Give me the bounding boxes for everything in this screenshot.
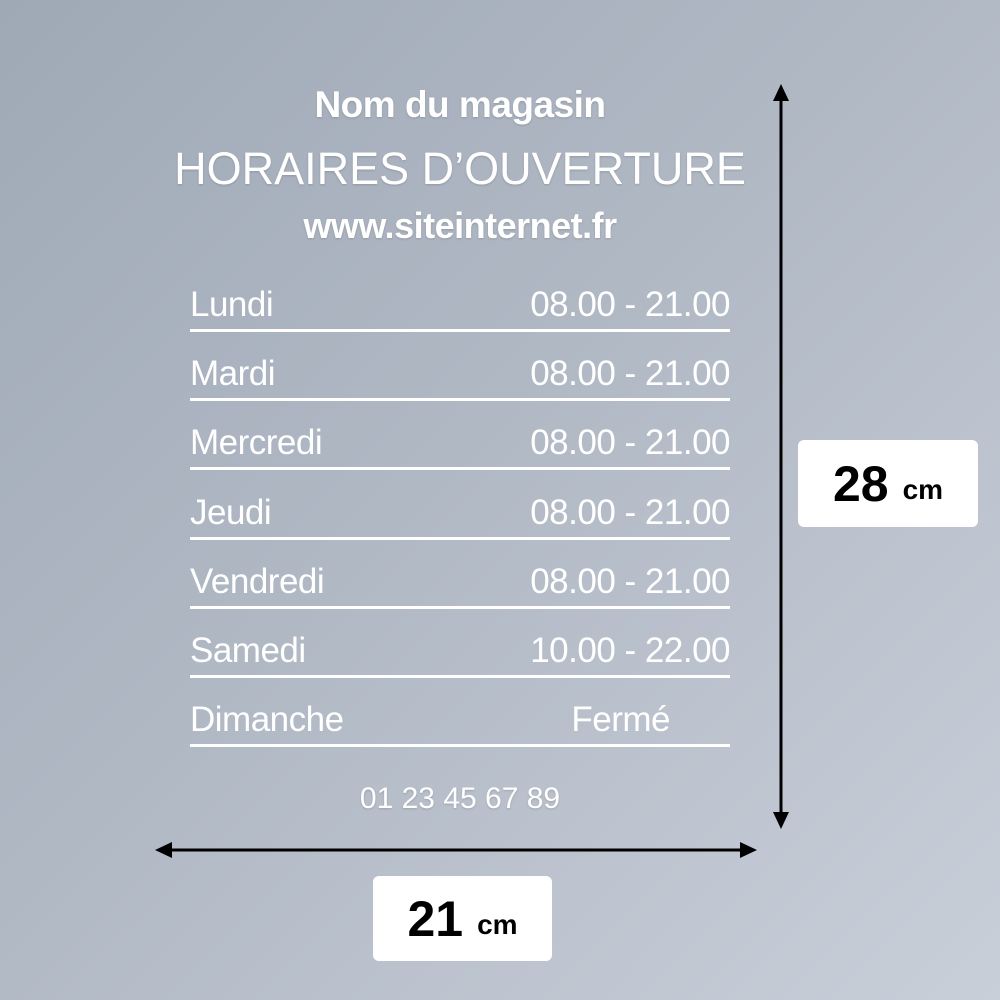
- day-label: Jeudi: [190, 493, 272, 532]
- day-label: Vendredi: [190, 562, 325, 601]
- height-arrow: [773, 84, 789, 829]
- width-arrow: [155, 842, 757, 858]
- schedule-row: Dimanche Fermé: [190, 700, 730, 747]
- height-value: 28: [832, 455, 889, 512]
- height-unit: cm: [902, 473, 944, 505]
- day-label: Dimanche: [190, 700, 344, 739]
- width-value: 21: [407, 890, 464, 947]
- day-label: Mardi: [190, 354, 276, 393]
- hours-value: 08.00 - 21.00: [530, 285, 730, 324]
- phone-number: 01 23 45 67 89: [359, 782, 561, 815]
- width-unit: cm: [477, 908, 518, 940]
- hours-value: 08.00 - 21.00: [530, 562, 730, 601]
- schedule-row: Lundi 08.00 - 21.00: [190, 285, 730, 332]
- height-label: 28 cm: [798, 440, 978, 527]
- day-label: Samedi: [190, 631, 306, 670]
- schedule-row: Vendredi 08.00 - 21.00: [190, 562, 730, 609]
- store-name: Nom du magasin: [314, 84, 606, 125]
- sign-title: HORAIRES D’OUVERTURE: [174, 143, 746, 194]
- website: www.siteinternet.fr: [303, 205, 617, 246]
- hours-value: 10.00 - 22.00: [530, 631, 730, 670]
- hours-value: 08.00 - 21.00: [530, 493, 730, 532]
- schedule-row: Mercredi 08.00 - 21.00: [190, 423, 730, 470]
- hours-value: Fermé: [571, 700, 670, 739]
- width-label: 21 cm: [373, 876, 552, 961]
- schedule-row: Mardi 08.00 - 21.00: [190, 354, 730, 401]
- day-label: Lundi: [190, 285, 274, 324]
- schedule-row: Samedi 10.00 - 22.00: [190, 631, 730, 678]
- hours-value: 08.00 - 21.00: [530, 423, 730, 462]
- day-label: Mercredi: [190, 423, 323, 462]
- hours-value: 08.00 - 21.00: [530, 354, 730, 393]
- schedule-row: Jeudi 08.00 - 21.00: [190, 493, 730, 540]
